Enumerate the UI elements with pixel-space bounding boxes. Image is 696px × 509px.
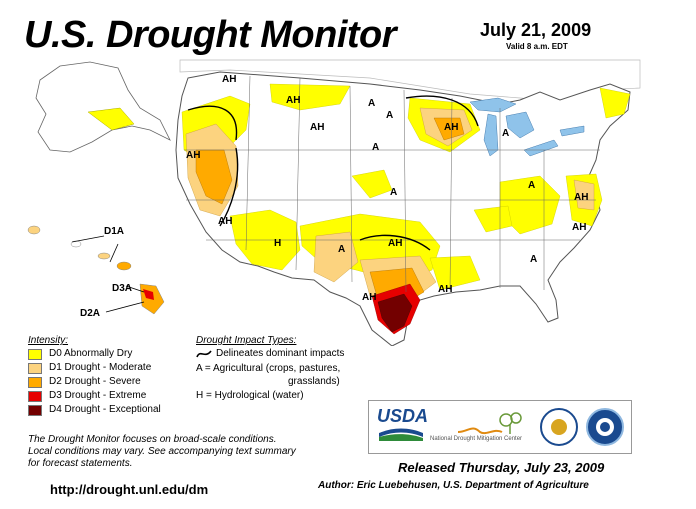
- hawaii-pointers: [71, 235, 145, 313]
- label-ah-nv: AH: [218, 216, 232, 227]
- label-ah-la: AH: [438, 284, 452, 295]
- lake-michigan: [483, 113, 499, 157]
- label-a-sd: A: [386, 110, 393, 121]
- legend-label-d1: D1 Drought - Moderate: [49, 362, 152, 373]
- d4-area: [377, 293, 413, 333]
- swatch-d1: [28, 363, 42, 374]
- ndmc-logo-text: National Drought Mitigation Center: [430, 436, 523, 442]
- label-ah-ca-n: AH: [186, 150, 200, 161]
- ndmc-tree-icon: [458, 412, 522, 435]
- drought-map: AH AH AH A A A AH A AH A A AH AH H A AH …: [27, 59, 641, 346]
- label-a-sc: A: [530, 254, 537, 265]
- label-a-mi: A: [502, 128, 509, 139]
- label-a-ks: A: [390, 187, 397, 198]
- label-ah-nc: AH: [572, 222, 586, 233]
- label-ah-tx: AH: [362, 292, 376, 303]
- page-title: U.S. Drought Monitor: [24, 14, 397, 56]
- lake-erie: [523, 139, 559, 157]
- label-ah-north: AH: [286, 95, 300, 106]
- usda-swoosh-icon: [379, 428, 423, 441]
- impact-h-label: H = Hydrological (water): [196, 390, 304, 401]
- label-ah-va: AH: [574, 192, 588, 203]
- ndmc-logo[interactable]: National Drought Mitigation Center: [428, 410, 534, 446]
- conus-outline: [175, 71, 631, 346]
- alaska-outline: [35, 61, 171, 153]
- label-hi-d1a: D1A: [104, 226, 125, 237]
- label-h-az: H: [274, 238, 281, 249]
- impact-line-icon: [196, 350, 212, 358]
- label-ah-wi: AH: [444, 122, 458, 133]
- website-link[interactable]: http://drought.unl.edu/dm: [50, 482, 209, 497]
- legend-label-d2: D2 Drought - Severe: [49, 376, 141, 387]
- label-a-nd: A: [368, 98, 375, 109]
- swatch-d4: [28, 405, 42, 416]
- swatch-d3: [28, 391, 42, 402]
- legend-label-d0: D0 Abnormally Dry: [49, 348, 133, 359]
- impact-lines: [187, 95, 479, 251]
- swatch-d2: [28, 377, 42, 388]
- swatch-d0: [28, 349, 42, 360]
- map-date: July 21, 2009: [480, 20, 592, 40]
- valid-time: Valid 8 a.m. EDT: [506, 42, 568, 51]
- lake-huron: [505, 111, 535, 139]
- legend-label-d4: D4 Drought - Exceptional: [49, 404, 161, 415]
- hawaii-islands: [27, 225, 165, 315]
- impact-a-label: A = Agricultural (crops, pastures,: [196, 363, 341, 374]
- note-line-2: Local conditions may vary. See accompany…: [28, 446, 296, 457]
- label-hi-d3a: D3A: [112, 283, 133, 294]
- intensity-legend-title: Intensity:: [28, 335, 69, 346]
- label-ah-wy: AH: [310, 122, 324, 133]
- label-hi-d2a: D2A: [80, 308, 101, 319]
- noaa-seal-icon[interactable]: [586, 408, 624, 446]
- alaska-d0-area: [87, 107, 135, 131]
- note-line-3: for forecast statements.: [28, 458, 133, 469]
- usda-logo-text: USDA: [377, 406, 429, 426]
- label-a-nm: A: [338, 244, 345, 255]
- state-lines: [184, 75, 600, 293]
- lake-ontario: [559, 125, 585, 137]
- lake-superior: [469, 97, 517, 113]
- label-a-ne: A: [372, 142, 379, 153]
- label-ah-montana: AH: [222, 74, 236, 85]
- doc-seal-icon[interactable]: [540, 408, 578, 446]
- release-date: Released Thursday, July 23, 2009: [398, 460, 605, 475]
- canada-region: [179, 59, 641, 103]
- label-a-oh: A: [528, 180, 535, 191]
- disclaimer-note: The Drought Monitor focuses on broad-sca…: [28, 434, 358, 470]
- legend-label-d3: D3 Drought - Extreme: [49, 390, 147, 401]
- author-credit: Author: Eric Luebehusen, U.S. Department…: [318, 480, 589, 491]
- impact-legend-title: Drought Impact Types:: [196, 335, 297, 346]
- note-line-1: The Drought Monitor focuses on broad-sca…: [28, 434, 277, 445]
- impact-line-label: Delineates dominant impacts: [216, 348, 345, 359]
- impact-a-label-cont: grasslands): [288, 376, 340, 387]
- label-ah-ok: AH: [388, 238, 402, 249]
- usda-logo[interactable]: USDA: [377, 406, 429, 442]
